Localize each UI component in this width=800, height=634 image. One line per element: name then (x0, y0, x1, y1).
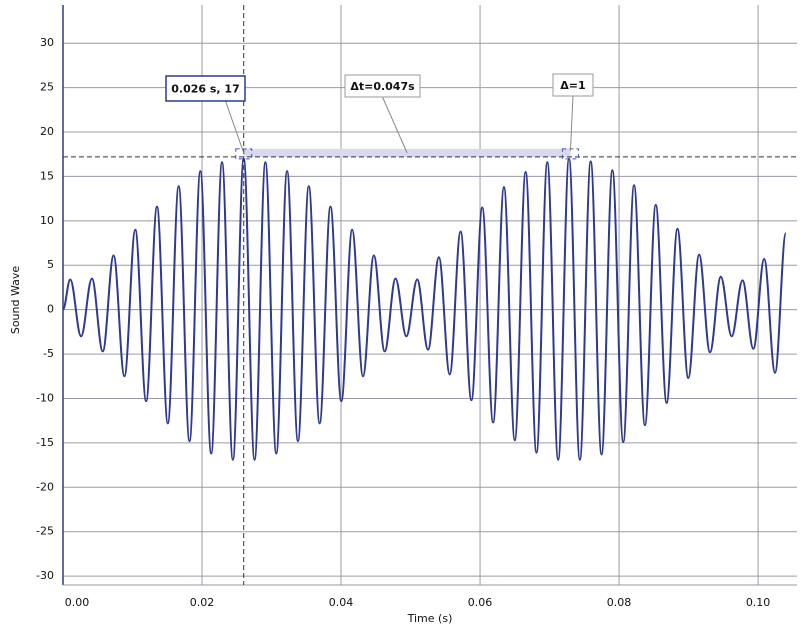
measure-marker (235, 148, 253, 160)
y-tick-label: -30 (36, 569, 54, 582)
y-tick-label: -15 (36, 436, 54, 449)
callout-leader (569, 95, 574, 151)
x-tick-label: 0.00 (65, 596, 90, 609)
y-tick-label: -10 (36, 391, 54, 404)
y-tick-label: 5 (47, 258, 54, 271)
x-tick-label: 0.02 (190, 596, 215, 609)
y-tick-label: 0 (47, 303, 54, 316)
x-tick-label: 0.08 (607, 596, 632, 609)
y-tick-label: -5 (43, 347, 54, 360)
y-axis-label: Sound Wave (9, 266, 22, 335)
y-tick-label: 10 (40, 214, 54, 227)
callout-text: Δt=0.047s (350, 80, 415, 93)
callout-box (344, 74, 421, 98)
x-tick-label: 0.10 (746, 596, 771, 609)
y-tick-label: -20 (36, 480, 54, 493)
callout-text: 0.026 s, 17 (171, 83, 240, 96)
callout-leader (382, 96, 408, 154)
x-tick-label: 0.06 (468, 596, 493, 609)
callout-box (552, 73, 594, 97)
y-tick-label: 25 (40, 81, 54, 94)
y-tick-label: -25 (36, 525, 54, 538)
callout-box (165, 75, 246, 102)
callout-text: Δ=1 (560, 79, 585, 92)
y-tick-label: 30 (40, 36, 54, 49)
y-tick-label: 20 (40, 125, 54, 138)
callout-leader (225, 100, 245, 154)
y-tick-label: 15 (40, 169, 54, 182)
wave-line (62, 157, 787, 461)
x-axis-label: Time (s) (407, 612, 453, 625)
x-tick-label: 0.04 (329, 596, 354, 609)
